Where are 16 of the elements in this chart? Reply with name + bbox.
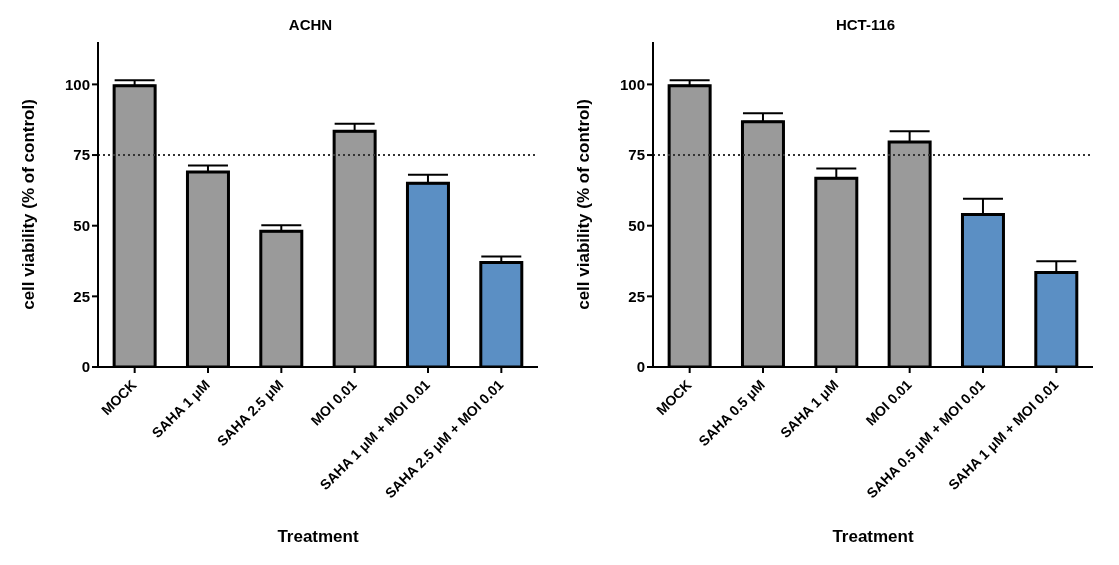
y-tick-label: 100 [619, 75, 645, 93]
y-tick-label: 25 [73, 287, 90, 305]
x-axis-title: Treatment [277, 527, 359, 546]
chart-title: ACHN [287, 15, 334, 35]
y-tick-label: 50 [628, 217, 645, 235]
chart-title: HCT-116 [834, 15, 897, 35]
y-tick-label: 25 [628, 287, 645, 305]
y-tick-label: 0 [636, 358, 645, 376]
y-axis-title: cell viability (% of control) [574, 99, 594, 310]
x-axis-title: Treatment [832, 527, 914, 546]
y-tick-label: 75 [73, 146, 90, 164]
y-axis-title: cell viability (% of control) [19, 99, 39, 310]
y-tick-label: 100 [64, 75, 90, 93]
y-tick-label: 0 [81, 358, 90, 376]
y-tick-label: 75 [628, 146, 645, 164]
y-tick-label: 50 [73, 217, 90, 235]
